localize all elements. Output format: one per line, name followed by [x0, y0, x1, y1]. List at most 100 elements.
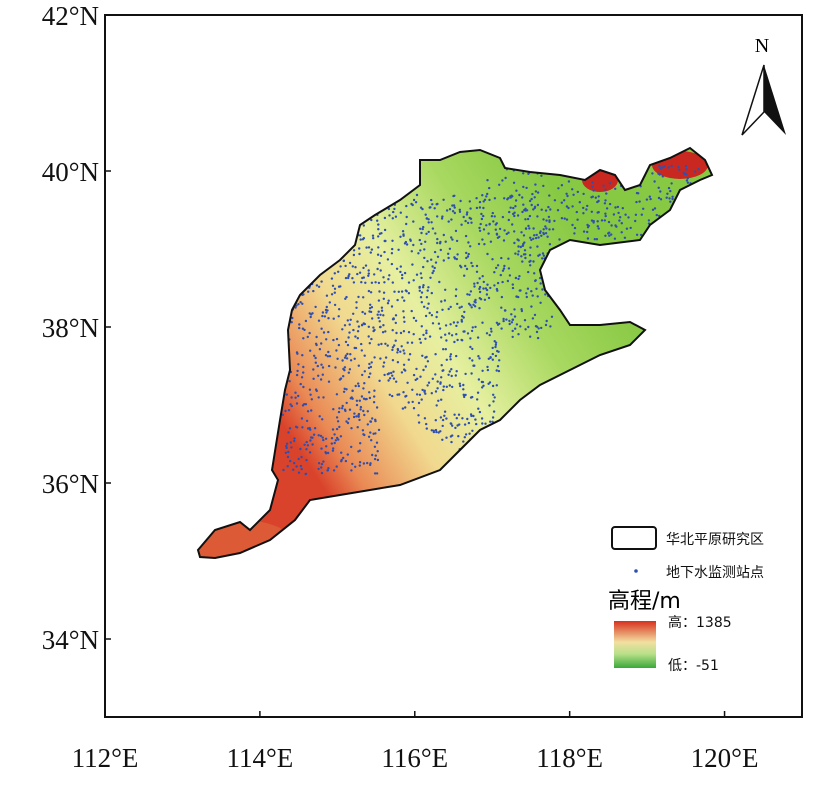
station-point — [453, 413, 456, 416]
station-point — [485, 448, 488, 451]
station-point — [292, 295, 295, 298]
station-point — [590, 166, 593, 170]
station-point — [282, 328, 286, 331]
station-point — [284, 199, 287, 202]
station-point — [344, 216, 348, 219]
station-point — [431, 265, 434, 268]
station-point — [325, 305, 328, 309]
station-point — [593, 168, 596, 171]
station-point — [284, 348, 287, 352]
station-point — [294, 274, 297, 277]
station-point — [358, 252, 361, 256]
station-point — [451, 204, 454, 207]
station-point — [304, 319, 308, 323]
station-point — [491, 450, 494, 453]
station-point — [309, 428, 312, 431]
station-point — [427, 221, 430, 224]
station-point — [481, 369, 484, 372]
station-point — [331, 428, 335, 431]
station-point — [489, 420, 492, 423]
station-point — [318, 235, 321, 238]
station-point — [442, 385, 445, 388]
station-point — [437, 431, 440, 434]
station-point — [346, 421, 350, 425]
station-point — [492, 410, 496, 413]
station-point — [458, 210, 462, 213]
station-point — [567, 164, 570, 168]
station-point — [483, 473, 486, 476]
station-point — [567, 180, 571, 183]
station-point — [533, 272, 536, 275]
station-point — [309, 349, 312, 352]
station-point — [463, 330, 466, 333]
station-point — [457, 413, 461, 416]
station-point — [462, 383, 465, 387]
station-point — [337, 438, 340, 441]
station-point — [687, 227, 690, 230]
station-point — [370, 218, 373, 222]
station-point — [453, 256, 456, 259]
station-point — [659, 190, 662, 193]
station-point — [482, 228, 486, 231]
station-point — [394, 321, 397, 325]
station-point — [522, 253, 526, 256]
station-point — [450, 440, 453, 444]
station-point — [536, 215, 539, 218]
station-point — [319, 434, 323, 438]
station-point — [532, 237, 535, 240]
station-point — [531, 294, 534, 297]
y-tick-label: 38°N — [42, 313, 99, 343]
station-point — [431, 377, 434, 380]
station-point — [391, 281, 394, 284]
station-point — [544, 293, 547, 296]
station-point — [488, 198, 491, 202]
station-point — [367, 198, 370, 201]
station-point — [458, 423, 461, 426]
station-point — [608, 202, 612, 206]
station-point — [534, 183, 537, 186]
station-point — [683, 172, 687, 176]
station-point — [356, 426, 359, 429]
station-point — [497, 369, 501, 373]
station-point — [471, 429, 474, 432]
station-point — [529, 167, 532, 170]
station-point — [544, 209, 548, 212]
station-point — [397, 290, 400, 293]
station-point — [522, 185, 525, 189]
station-point — [392, 370, 395, 373]
station-point — [493, 425, 496, 428]
station-point — [463, 310, 466, 314]
station-point — [586, 237, 590, 240]
station-point — [631, 178, 634, 182]
station-point — [548, 284, 551, 288]
station-point — [437, 399, 440, 402]
station-point — [390, 252, 394, 255]
station-point — [535, 287, 538, 290]
station-point — [533, 196, 536, 199]
station-point — [649, 197, 652, 201]
station-point — [504, 309, 507, 312]
station-point — [495, 384, 498, 387]
station-point — [478, 226, 481, 230]
station-point — [604, 212, 607, 215]
station-point — [281, 335, 285, 339]
station-point — [289, 259, 292, 263]
station-point — [300, 376, 304, 379]
station-point — [342, 259, 345, 263]
station-point — [417, 252, 420, 255]
station-point — [520, 309, 524, 313]
station-point — [514, 205, 517, 208]
station-point — [624, 213, 627, 216]
station-point — [302, 385, 305, 389]
station-point — [648, 195, 651, 198]
station-point — [582, 230, 586, 233]
station-point — [300, 455, 303, 459]
station-point — [401, 407, 405, 410]
station-point — [314, 361, 317, 364]
station-point — [608, 182, 612, 185]
station-point — [529, 259, 532, 263]
station-point — [374, 419, 377, 423]
station-point — [560, 184, 564, 187]
station-point — [494, 341, 498, 344]
